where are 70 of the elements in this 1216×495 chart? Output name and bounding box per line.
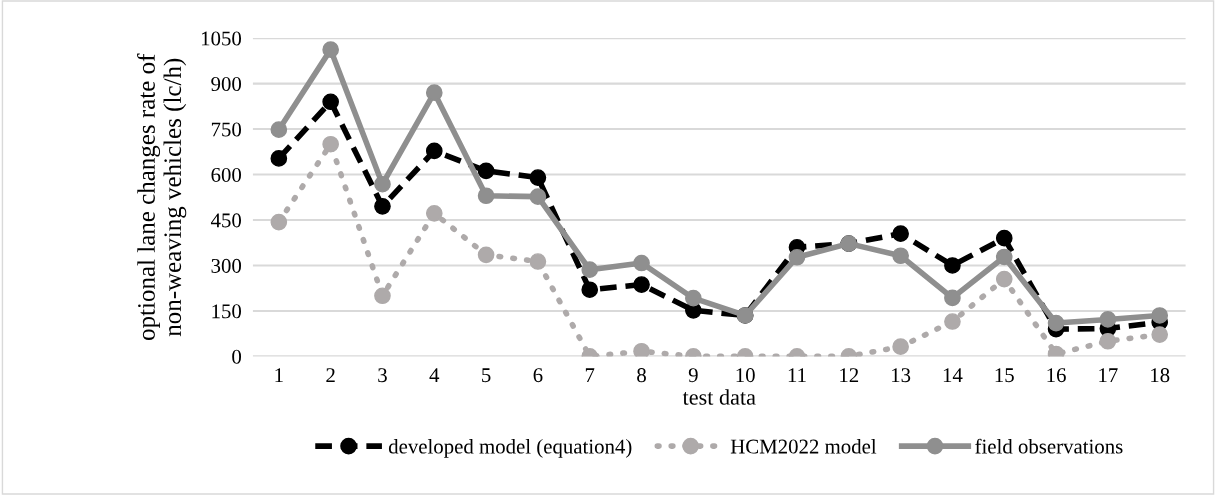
x-axis-title: test data — [682, 389, 756, 405]
y-tick-label: 150 — [212, 304, 242, 319]
point — [529, 169, 547, 186]
y-axis-title: optional lane changes rate of non-weaving vehicles (lc/h) — [137, 53, 187, 340]
x-tick-label: 17 — [1099, 368, 1118, 382]
point — [477, 246, 495, 264]
point — [322, 93, 339, 111]
point — [581, 261, 599, 279]
x-tick-label: 15 — [995, 368, 1014, 383]
y-tick-label: 0 — [232, 349, 242, 364]
y-tick-label: 750 — [211, 122, 242, 137]
point — [529, 253, 547, 270]
x-tick-label: 18 — [1151, 368, 1170, 383]
legend-label: field observations — [975, 438, 1123, 454]
x-tick-label: 16 — [1047, 368, 1066, 383]
point — [322, 135, 339, 153]
point — [374, 287, 391, 305]
point — [529, 188, 547, 205]
x-tick-label: 13 — [892, 368, 911, 383]
point — [581, 281, 599, 299]
x-tick-label: 3 — [378, 368, 387, 383]
point — [1099, 332, 1117, 350]
point — [892, 338, 909, 356]
y-tick-label: 450 — [210, 213, 242, 228]
point — [633, 276, 650, 293]
point — [892, 225, 909, 242]
y-tick-label: 600 — [211, 167, 242, 182]
point — [425, 84, 443, 102]
x-tick-label: 8 — [637, 368, 646, 383]
point — [944, 289, 961, 307]
point — [944, 313, 961, 330]
point — [374, 198, 391, 215]
point — [633, 342, 650, 357]
point — [322, 41, 339, 58]
legend-label: developed model (equation4) — [388, 438, 632, 458]
point — [270, 150, 288, 167]
point — [1099, 311, 1117, 328]
point — [270, 121, 288, 138]
point — [995, 229, 1013, 247]
x-tick-label: 1 — [275, 368, 283, 382]
point — [425, 142, 443, 160]
x-tick-label: 14 — [943, 368, 963, 382]
point — [995, 248, 1013, 266]
y-tick-label: 1050 — [201, 31, 242, 46]
point — [685, 289, 702, 307]
x-tick-label: 11 — [788, 368, 806, 382]
point — [944, 257, 961, 274]
point — [633, 254, 650, 272]
point — [1047, 314, 1065, 332]
point — [425, 204, 443, 222]
point — [892, 247, 909, 265]
point — [477, 187, 495, 205]
legend-label: HCM2022 model — [730, 438, 877, 454]
point — [374, 175, 391, 193]
x-tick-label: 12 — [840, 368, 859, 382]
x-tick-label: 6 — [533, 368, 543, 383]
point — [995, 270, 1013, 288]
x-tick-label: 4 — [429, 368, 440, 382]
x-tick-label: 10 — [736, 368, 755, 383]
point — [477, 162, 495, 180]
x-tick-label: 5 — [482, 368, 491, 383]
x-tick-label: 9 — [688, 368, 698, 383]
point — [788, 248, 806, 266]
point — [1151, 307, 1169, 324]
y-tick-label: 900 — [211, 76, 242, 92]
y-tick-label: 300 — [211, 258, 242, 273]
x-tick-label: 7 — [585, 368, 595, 382]
point — [270, 213, 288, 231]
point — [1151, 326, 1169, 343]
x-tick-label: 2 — [326, 368, 335, 382]
